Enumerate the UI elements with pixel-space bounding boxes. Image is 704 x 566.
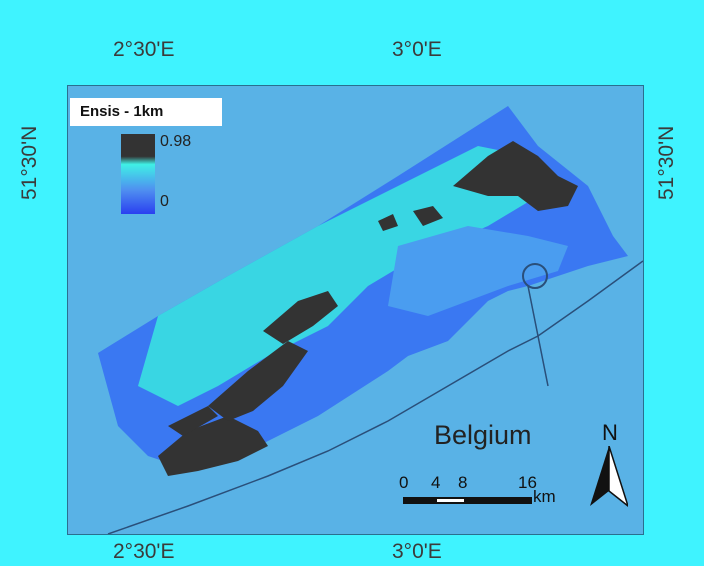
high-density-patch-6: [378, 214, 398, 231]
high-density-patch-ne: [453, 141, 578, 211]
scale-bar: [403, 497, 532, 504]
country-label: Belgium: [434, 420, 532, 450]
high-density-patch-2: [208, 341, 308, 421]
longitude-label-top-2: 3°0'E: [392, 38, 442, 61]
legend-max-label: 0.98: [160, 133, 192, 150]
scale-bar-segment: [437, 499, 464, 502]
longitude-label-bottom-1: 2°30'E: [113, 540, 175, 563]
high-density-patch-5: [413, 206, 443, 226]
harbour: [522, 263, 548, 289]
scale-tick-16: 16: [518, 473, 537, 492]
coastline: [107, 260, 643, 534]
legend-min-label: 0: [160, 193, 169, 210]
scale-tick-4: 4: [431, 473, 441, 492]
high-density-patch-4: [168, 406, 218, 436]
scale-tick-0: 0: [399, 473, 409, 492]
latitude-label-left: 51°30'N: [18, 125, 41, 200]
legend-title: Ensis - 1km: [70, 98, 222, 126]
north-label: N: [602, 420, 618, 445]
scale-unit: km: [533, 487, 556, 506]
latitude-label-right: 51°30'N: [655, 125, 678, 200]
map-frame: [67, 85, 644, 535]
longitude-label-bottom-2: 3°0'E: [392, 540, 442, 563]
high-density-patch-3: [263, 291, 338, 344]
north-arrow-icon: [590, 446, 628, 507]
longitude-label-top-1: 2°30'E: [113, 38, 175, 61]
scale-tick-8: 8: [458, 473, 468, 492]
legend-color-ramp: [121, 134, 155, 214]
mid-density-zone-east: [388, 226, 568, 316]
map-canvas: [98, 106, 643, 534]
high-density-patch-1: [158, 416, 268, 476]
mid-density-zone: [138, 146, 538, 406]
canal: [527, 285, 549, 387]
